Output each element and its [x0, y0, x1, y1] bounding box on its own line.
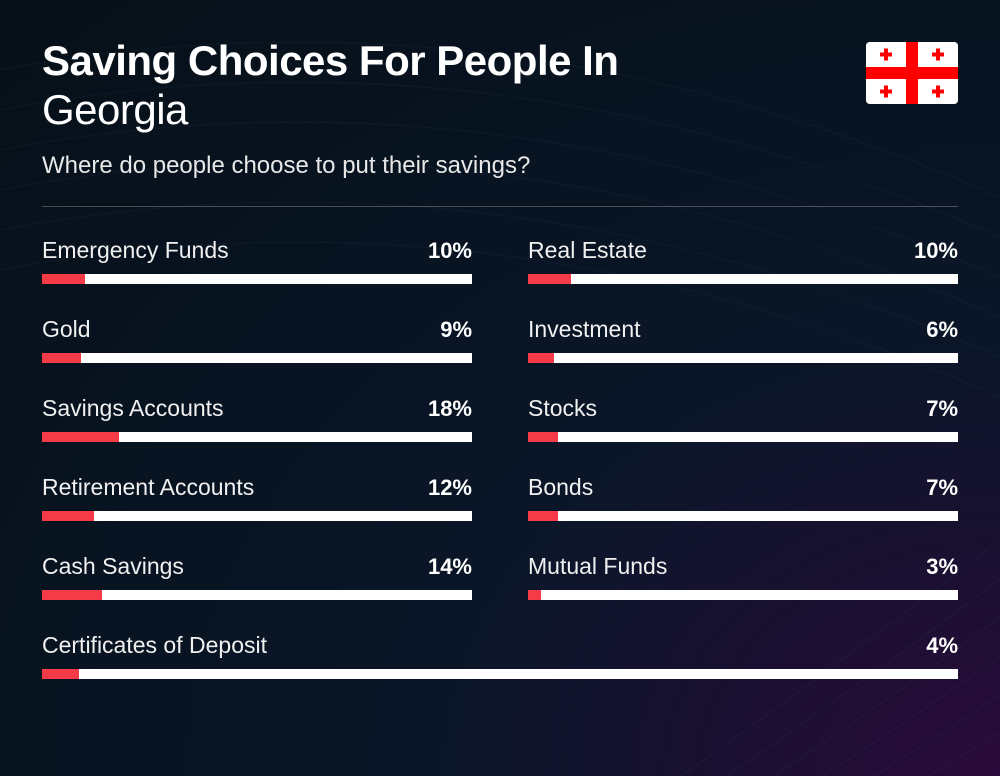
- bar-item-head: Real Estate 10%: [528, 237, 958, 264]
- bar-track: [42, 669, 958, 679]
- bar-item: Real Estate 10%: [528, 237, 958, 284]
- bar-item-head: Gold 9%: [42, 316, 472, 343]
- bar-item-head: Savings Accounts 18%: [42, 395, 472, 422]
- bar-track: [528, 353, 958, 363]
- bar-fill: [42, 274, 85, 284]
- bar-value: 9%: [440, 317, 472, 343]
- bar-label: Investment: [528, 316, 641, 343]
- title-line-1: Saving Choices For People In: [42, 38, 866, 84]
- bar-label: Emergency Funds: [42, 237, 229, 264]
- bar-item: Cash Savings 14%: [42, 553, 472, 600]
- bar-value: 4%: [926, 633, 958, 659]
- bar-item: Certificates of Deposit 4%: [42, 632, 958, 679]
- bar-fill: [528, 353, 554, 363]
- bar-item: Bonds 7%: [528, 474, 958, 521]
- bar-value: 14%: [428, 554, 472, 580]
- bar-fill: [42, 432, 119, 442]
- bar-item: Gold 9%: [42, 316, 472, 363]
- bar-fill: [528, 590, 541, 600]
- title-block: Saving Choices For People In Georgia Whe…: [42, 38, 866, 180]
- bar-item-head: Certificates of Deposit 4%: [42, 632, 958, 659]
- bar-item: Savings Accounts 18%: [42, 395, 472, 442]
- bar-track: [528, 511, 958, 521]
- bar-item: Mutual Funds 3%: [528, 553, 958, 600]
- bar-item-head: Investment 6%: [528, 316, 958, 343]
- bar-value: 6%: [926, 317, 958, 343]
- bar-item: Emergency Funds 10%: [42, 237, 472, 284]
- bar-item-head: Emergency Funds 10%: [42, 237, 472, 264]
- bar-value: 10%: [428, 238, 472, 264]
- bar-fill: [528, 274, 571, 284]
- divider: [42, 206, 958, 207]
- bar-item: Stocks 7%: [528, 395, 958, 442]
- bar-fill: [42, 669, 79, 679]
- bar-label: Gold: [42, 316, 91, 343]
- bar-track: [42, 590, 472, 600]
- bar-item-head: Cash Savings 14%: [42, 553, 472, 580]
- bar-value: 3%: [926, 554, 958, 580]
- header-row: Saving Choices For People In Georgia Whe…: [42, 38, 958, 180]
- subtitle: Where do people choose to put their savi…: [42, 152, 866, 180]
- bar-fill: [42, 590, 102, 600]
- bar-label: Stocks: [528, 395, 597, 422]
- georgia-flag-icon: [866, 42, 958, 104]
- bar-track: [528, 274, 958, 284]
- bar-item: Retirement Accounts 12%: [42, 474, 472, 521]
- bar-value: 12%: [428, 475, 472, 501]
- bar-track: [42, 511, 472, 521]
- bar-fill: [42, 511, 94, 521]
- bar-label: Mutual Funds: [528, 553, 667, 580]
- bar-item: Investment 6%: [528, 316, 958, 363]
- bar-value: 7%: [926, 475, 958, 501]
- bar-track: [42, 432, 472, 442]
- bar-value: 18%: [428, 396, 472, 422]
- bar-label: Certificates of Deposit: [42, 632, 267, 659]
- bar-track: [528, 590, 958, 600]
- title-line-2: Georgia: [42, 86, 866, 134]
- bar-label: Savings Accounts: [42, 395, 224, 422]
- bar-label: Bonds: [528, 474, 593, 501]
- bar-track: [42, 353, 472, 363]
- infographic-content: Saving Choices For People In Georgia Whe…: [0, 0, 1000, 709]
- bar-value: 10%: [914, 238, 958, 264]
- bar-fill: [528, 511, 558, 521]
- bar-label: Real Estate: [528, 237, 647, 264]
- bars-grid: Emergency Funds 10% Real Estate 10% Gold 9% In…: [42, 237, 958, 679]
- bar-item-head: Retirement Accounts 12%: [42, 474, 472, 501]
- bar-fill: [528, 432, 558, 442]
- bar-label: Retirement Accounts: [42, 474, 254, 501]
- bar-item-head: Stocks 7%: [528, 395, 958, 422]
- bar-item-head: Bonds 7%: [528, 474, 958, 501]
- bar-fill: [42, 353, 81, 363]
- bar-track: [42, 274, 472, 284]
- bar-label: Cash Savings: [42, 553, 184, 580]
- bar-track: [528, 432, 958, 442]
- bar-item-head: Mutual Funds 3%: [528, 553, 958, 580]
- bar-value: 7%: [926, 396, 958, 422]
